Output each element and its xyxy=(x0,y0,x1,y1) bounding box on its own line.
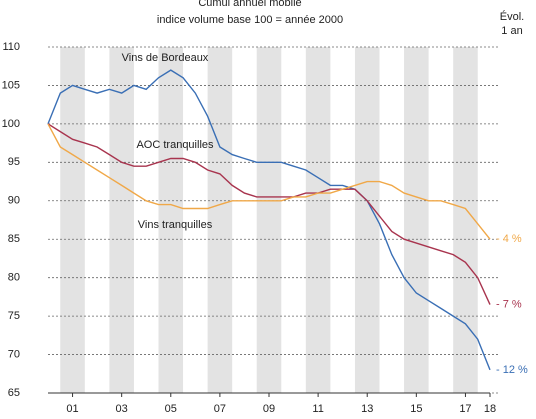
x-tick-label: 18 xyxy=(484,403,496,415)
year-band xyxy=(404,47,429,393)
y-tick-label: 95 xyxy=(8,156,20,168)
right-header: 1 an xyxy=(501,25,522,37)
year-band xyxy=(158,47,184,393)
end-label: - 7 % xyxy=(496,298,522,310)
x-tick-label: 07 xyxy=(214,403,226,415)
y-tick-label: 110 xyxy=(2,41,20,53)
x-tick-label: 03 xyxy=(116,403,128,415)
year-band xyxy=(109,47,134,393)
series-label: Vins tranquilles xyxy=(138,219,213,231)
x-tick-label: 15 xyxy=(410,403,422,415)
end-label: - 4 % xyxy=(496,233,522,245)
year-band xyxy=(207,47,233,393)
y-tick-label: 105 xyxy=(2,79,20,91)
y-tick-label: 85 xyxy=(8,233,20,245)
year-band xyxy=(305,47,331,393)
year-band xyxy=(256,47,282,393)
year-band xyxy=(354,47,380,393)
series-label: Vins de Bordeaux xyxy=(122,52,209,64)
x-tick-label: 13 xyxy=(361,403,373,415)
y-tick-label: 75 xyxy=(8,310,20,322)
x-tick-label: 11 xyxy=(312,403,323,415)
x-tick-label: 05 xyxy=(165,403,177,415)
x-tick-label: 09 xyxy=(263,403,275,415)
right-header: Évol. xyxy=(500,10,524,23)
y-tick-label: 90 xyxy=(8,195,20,207)
x-tick-label: 17 xyxy=(459,403,471,415)
y-tick-label: 100 xyxy=(2,118,20,130)
year-band xyxy=(60,47,85,393)
chart-subtitle: indice volume base 100 = année 2000 xyxy=(157,14,343,26)
end-label: - 12 % xyxy=(496,364,528,376)
series-label: AOC tranquilles xyxy=(136,139,214,151)
series-line xyxy=(47,123,491,305)
x-tick-label: 01 xyxy=(66,403,78,415)
y-tick-label: 80 xyxy=(8,272,20,284)
y-tick-label: 70 xyxy=(8,348,20,360)
series-line xyxy=(47,123,491,240)
y-tick-label: 65 xyxy=(8,387,20,399)
year-band xyxy=(453,47,478,393)
series-line xyxy=(47,69,491,371)
chart-title: Cumul annuel mobile xyxy=(198,0,301,9)
